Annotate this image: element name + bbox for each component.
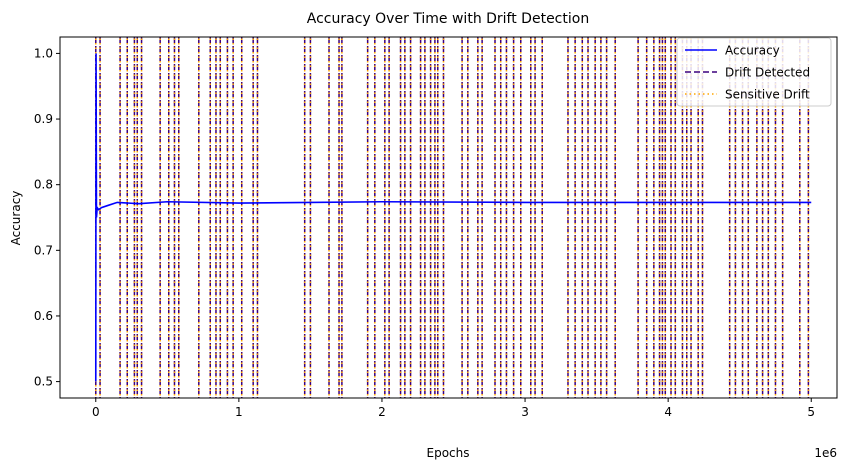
y-tick-label: 0.9 xyxy=(34,112,53,126)
y-tick-label: 0.8 xyxy=(34,178,53,192)
x-tick-label: 3 xyxy=(521,405,529,419)
x-tick-label: 5 xyxy=(807,405,815,419)
legend-label-drift-detected: Drift Detected xyxy=(725,66,810,80)
x-tick-label: 2 xyxy=(378,405,386,419)
y-tick-label: 1.0 xyxy=(34,46,53,60)
x-tick-label: 0 xyxy=(92,405,100,419)
y-axis-title: Accuracy xyxy=(9,191,23,246)
accuracy-series-line xyxy=(94,53,812,382)
x-axis-title: Epochs xyxy=(427,446,470,460)
y-axis-ticks: 0.5 0.6 0.7 0.8 0.9 1.0 xyxy=(34,46,60,389)
plot-frame xyxy=(59,36,838,399)
series-lines-group xyxy=(94,53,812,382)
x-tick-label: 4 xyxy=(664,405,672,419)
y-tick-label: 0.7 xyxy=(34,243,53,257)
legend: Accuracy Drift Detected Sensitive Drift xyxy=(676,37,832,107)
x-tick-label: 1 xyxy=(235,405,243,419)
chart-title: Accuracy Over Time with Drift Detection xyxy=(307,11,589,27)
legend-label-accuracy: Accuracy xyxy=(725,44,780,58)
legend-box xyxy=(676,37,832,107)
x-axis-offset-label: 1e6 xyxy=(814,446,837,460)
y-tick-label: 0.5 xyxy=(34,375,53,389)
y-tick-label: 0.6 xyxy=(34,309,53,323)
x-axis-ticks: 0 1 2 3 4 5 xyxy=(92,398,815,419)
legend-label-sensitive-drift: Sensitive Drift xyxy=(725,88,810,102)
